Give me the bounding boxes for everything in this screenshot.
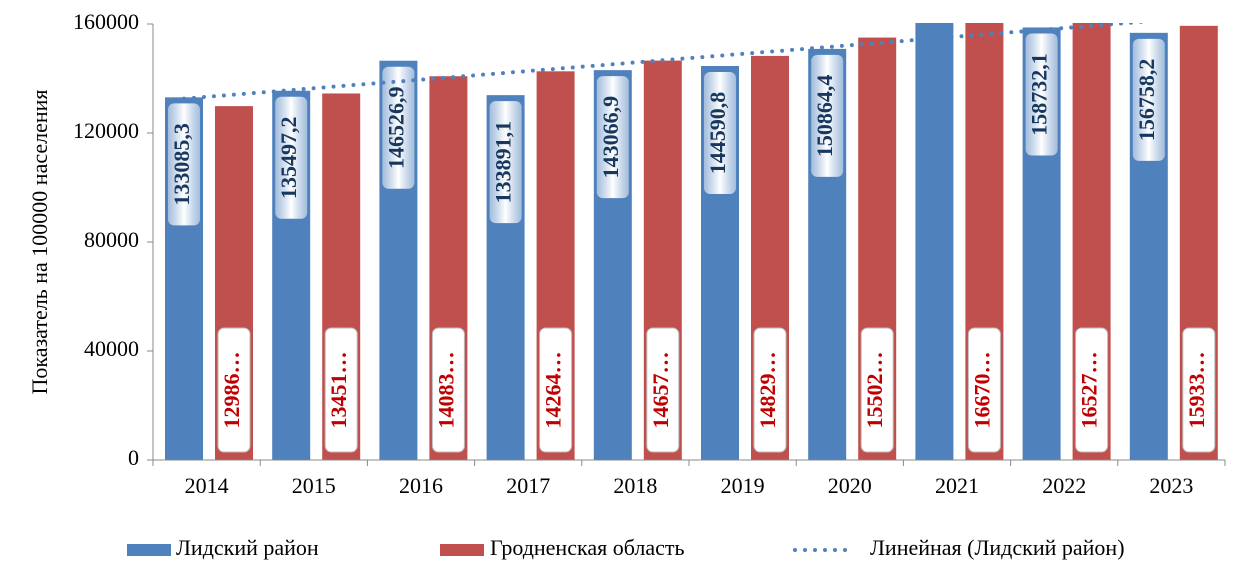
value-label-box (967, 327, 1001, 453)
value-label: 15502… (862, 352, 887, 429)
value-label-box (1182, 327, 1216, 453)
value-label-box (753, 327, 787, 453)
y-tick-label: 160000 (73, 9, 139, 34)
value-label: 133891,1 (491, 121, 516, 204)
value-label: 133085,3 (169, 123, 194, 206)
value-label-box (1075, 327, 1109, 453)
value-label: 13451… (326, 352, 351, 429)
y-tick-label: 80000 (84, 227, 139, 252)
value-label: 135497,2 (276, 117, 301, 200)
value-label-box (596, 76, 629, 199)
value-label: 146526,9 (383, 86, 408, 169)
value-label-box (646, 327, 680, 453)
value-label: 143066,9 (598, 96, 623, 179)
value-label: 15933… (1184, 352, 1209, 429)
legend-swatch (127, 544, 171, 556)
value-label: 156758,2 (1134, 59, 1159, 142)
legend-label: Лидский район (176, 535, 319, 560)
y-axis-label: Показатель на 100000 населения (27, 89, 52, 394)
y-tick-label: 120000 (73, 118, 139, 143)
value-label-box (539, 327, 573, 453)
value-label: 14264… (541, 352, 566, 429)
y-tick-label: 40000 (84, 336, 139, 361)
value-label: 144590,8 (705, 92, 730, 175)
value-label-box (1132, 38, 1165, 161)
x-tick-label: 2022 (1042, 473, 1086, 498)
value-label: 14083… (433, 352, 458, 429)
value-label-box (382, 66, 415, 189)
legend-label: Линейная (Лидский район) (870, 535, 1125, 560)
value-label: 12986… (219, 352, 244, 429)
value-label-box (168, 103, 200, 226)
plot-area: 133085,3 135497,2 146526,9 133891,1 143066,9… (165, 23, 1218, 461)
value-label-box (275, 96, 308, 219)
trendline (182, 23, 1150, 101)
value-label-box (324, 327, 358, 453)
value-label: 16527… (1077, 352, 1102, 429)
x-tick-label: 2015 (292, 473, 336, 498)
value-label: 150864,4 (812, 75, 837, 157)
value-label: 16670… (969, 352, 994, 429)
x-tick-label: 2017 (506, 473, 550, 498)
value-label-box (431, 327, 465, 453)
y-tick-label: 0 (128, 445, 139, 470)
x-tick-label: 2016 (399, 473, 443, 498)
value-label-box (489, 101, 522, 224)
legend-swatch (440, 544, 484, 556)
legend-label: Гродненская область (490, 535, 685, 560)
x-tick-label: 2018 (613, 473, 657, 498)
x-tick-label: 2014 (185, 473, 229, 498)
value-label-box (1025, 33, 1058, 156)
x-tick-label: 2021 (935, 473, 979, 498)
value-label-box (217, 327, 251, 453)
value-label: 14829… (755, 352, 780, 429)
value-label: 14657… (648, 352, 673, 429)
bar (915, 23, 954, 460)
value-label: 158732,1 (1027, 53, 1052, 135)
x-tick-label: 2019 (721, 473, 765, 498)
x-tick-label: 2023 (1149, 473, 1193, 498)
value-label-box (860, 327, 894, 453)
x-tick-label: 2020 (828, 473, 872, 498)
value-label-box (704, 71, 736, 194)
value-label-box (811, 54, 844, 177)
